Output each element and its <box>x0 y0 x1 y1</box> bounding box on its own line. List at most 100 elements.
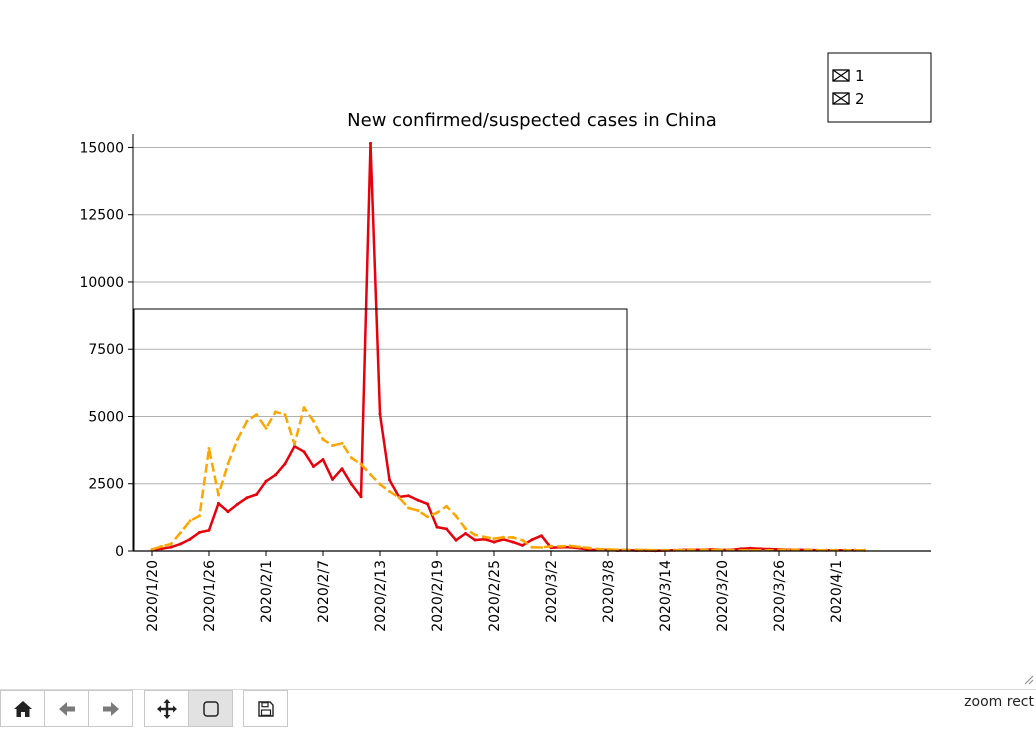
data-point: 2020/2/27: 330 <box>511 540 515 544</box>
y-tick-label: 12500 <box>79 208 124 224</box>
data-point: 2020/1/27: 1770 <box>217 501 220 505</box>
x-tick-label: 2020/3/20 <box>715 560 731 632</box>
data-point: 2020/2/2: 5170 <box>274 410 277 414</box>
data-point: 2020/1/29: 1740 <box>236 502 239 506</box>
data-point: 2020/2/21: 400 <box>454 538 458 542</box>
data-point: 2020/3/8: 60 <box>606 547 610 551</box>
data-point: 2020/1/24: 440 <box>188 537 192 541</box>
data-point: 2020/2/6: 3140 <box>312 465 315 468</box>
data-point: 2020/2/22: 650 <box>464 532 467 535</box>
x-tick-label: 2020/3/8 <box>601 560 617 623</box>
zoom-rect-icon <box>202 700 219 717</box>
data-point: 2020/2/24: 440 <box>483 537 486 541</box>
y-tick-label: 2500 <box>88 477 124 493</box>
data-point: 2020/2/9: 3060 <box>340 467 344 471</box>
y-tick-label: 10000 <box>79 275 124 291</box>
data-point: 2020/2/10: 3460 <box>350 456 353 460</box>
data-point: 2020/3/5: 150 <box>578 545 581 549</box>
data-point: 2020/2/4: 3970 <box>293 442 296 446</box>
data-point: 2020/2/16: 2050 <box>407 494 410 498</box>
x-tick-label: 2020/1/20 <box>145 560 161 632</box>
back-button[interactable] <box>44 690 89 727</box>
data-point: 2020/1/28: 3240 <box>226 462 230 466</box>
data-point: 2020/2/20: 1660 <box>445 504 448 508</box>
data-point: 2020/1/21: 80 <box>160 547 163 551</box>
data-point: 2020/2/22: 830 <box>464 527 467 531</box>
legend-label: 1 <box>855 67 865 85</box>
data-point: 2020/1/30: 4830 <box>245 419 249 423</box>
data-point: 2020/1/23: 680 <box>179 531 182 535</box>
data-point: 2020/1/28: 1460 <box>226 510 230 514</box>
save-icon <box>257 700 274 717</box>
x-tick-label: 2020/3/2 <box>544 560 560 623</box>
data-point: 2020/1/30: 1980 <box>245 496 249 500</box>
mode-status: zoom rect <box>964 694 1034 710</box>
data-point: 2020/2/21: 1300 <box>454 514 458 518</box>
data-point: 2020/2/25: 330 <box>492 540 496 544</box>
forward-button[interactable] <box>88 690 133 727</box>
data-point: 2020/1/27: 2080 <box>217 493 220 497</box>
data-point: 2020/2/25: 460 <box>492 537 496 541</box>
data-point: 2020/2/27: 500 <box>511 536 515 539</box>
resize-grip[interactable] <box>1024 675 1034 685</box>
data-point: 2020/1/22: 260 <box>169 542 173 546</box>
data-point: 2020/2/18: 1270 <box>426 515 429 519</box>
data-point: 2020/2/20: 820 <box>445 527 448 531</box>
move-icon <box>156 698 177 719</box>
chart: 0 2500 5000 7500 10000 12500 15000 2020/1/20 202… <box>79 52 932 632</box>
data-point: 2020/2/4: 3890 <box>293 444 296 448</box>
y-tick-label: 0 <box>115 544 124 560</box>
pan-button[interactable] <box>144 690 189 727</box>
data-point: 2020/2/15: 1990 <box>397 496 401 499</box>
arrow-left-icon <box>58 701 75 716</box>
x-tick-label: 2020/4/1 <box>829 560 845 623</box>
data-point: 2020/2/29: 420 <box>530 538 534 542</box>
data-point: 2020/2/26: 510 <box>502 535 505 539</box>
data-point: 2020/2/2: 2830 <box>274 473 277 477</box>
legend-marker-cross <box>832 92 850 105</box>
legend-box <box>827 52 932 123</box>
data-point: 2020/2/29: 140 <box>530 545 534 549</box>
data-point: 2020/3/3: 170 <box>559 544 562 548</box>
home-button[interactable] <box>0 690 45 727</box>
data-point: 2020/2/1: 2590 <box>264 479 268 483</box>
data-point: 2020/3/4: 190 <box>568 544 572 548</box>
data-point: 2020/1/31: 2100 <box>255 493 258 496</box>
data-point: 2020/1/23: 260 <box>179 542 182 546</box>
data-point: 2020/2/8: 2660 <box>331 477 334 481</box>
data-point: 2020/2/3: 3240 <box>283 462 287 466</box>
data-point: 2020/2/19: 890 <box>435 525 439 529</box>
data-point: 2020/2/23: 600 <box>473 533 477 537</box>
y-tick-label: 15000 <box>79 140 124 156</box>
arrow-right-icon <box>102 701 119 716</box>
data-point: 2020/1/26: 3810 <box>207 447 211 450</box>
data-point: 2020/1/20: 60 <box>150 547 154 551</box>
home-icon <box>13 700 32 717</box>
data-point: 2020/2/3: 5070 <box>283 413 287 417</box>
legend-marker-cross <box>832 69 850 82</box>
x-tick-label: 2020/3/14 <box>658 560 674 632</box>
data-point: 2020/1/24: 1120 <box>188 519 192 523</box>
data-point: 2020/2/5: 5330 <box>302 406 306 410</box>
data-point: 2020/2/13: 5090 <box>378 412 382 416</box>
data-point: 2020/2/24: 520 <box>483 535 486 539</box>
x-tick-label: 2020/2/19 <box>430 560 446 632</box>
x-tick-label: 2020/3/26 <box>772 560 788 632</box>
data-point: 2020/2/28: 400 <box>521 538 524 542</box>
data-point: 2020/2/9: 4000 <box>340 441 344 445</box>
data-point: 2020/2/5: 3690 <box>302 450 306 454</box>
data-point: 2020/2/17: 1890 <box>416 498 420 502</box>
figure-canvas[interactable]: 0 2500 5000 7500 10000 12500 15000 2020/1/20 202… <box>0 0 1036 690</box>
data-point: 2020/1/22: 140 <box>169 545 173 549</box>
zoom-button[interactable] <box>188 690 233 727</box>
data-point: 2020/2/23: 410 <box>473 538 477 542</box>
save-button[interactable] <box>243 690 288 727</box>
data-point: 2020/3/7: 70 <box>597 547 600 551</box>
data-point: 2020/2/18: 1750 <box>426 502 429 506</box>
data-point: 2020/2/11: 2020 <box>359 495 363 499</box>
data-point: 2020/2/14: 2210 <box>388 490 391 493</box>
data-point: 2020/3/2: 180 <box>549 544 553 548</box>
chart-title: New confirmed/suspected cases in China <box>347 110 717 131</box>
data-point: 2020/2/17: 1500 <box>416 509 420 513</box>
